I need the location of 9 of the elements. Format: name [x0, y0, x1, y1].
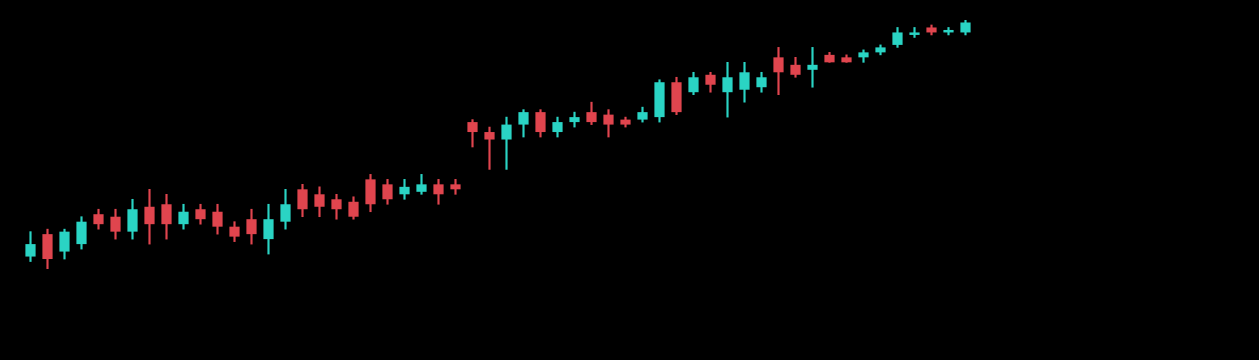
candlestick [909, 27, 920, 38]
candlestick [807, 47, 818, 88]
candlestick [399, 179, 410, 200]
candlestick [773, 47, 784, 96]
candlestick [722, 62, 733, 118]
candlestick [144, 188, 155, 245]
candlestick [450, 179, 461, 195]
candlestick [501, 116, 512, 170]
candlestick [484, 126, 495, 170]
